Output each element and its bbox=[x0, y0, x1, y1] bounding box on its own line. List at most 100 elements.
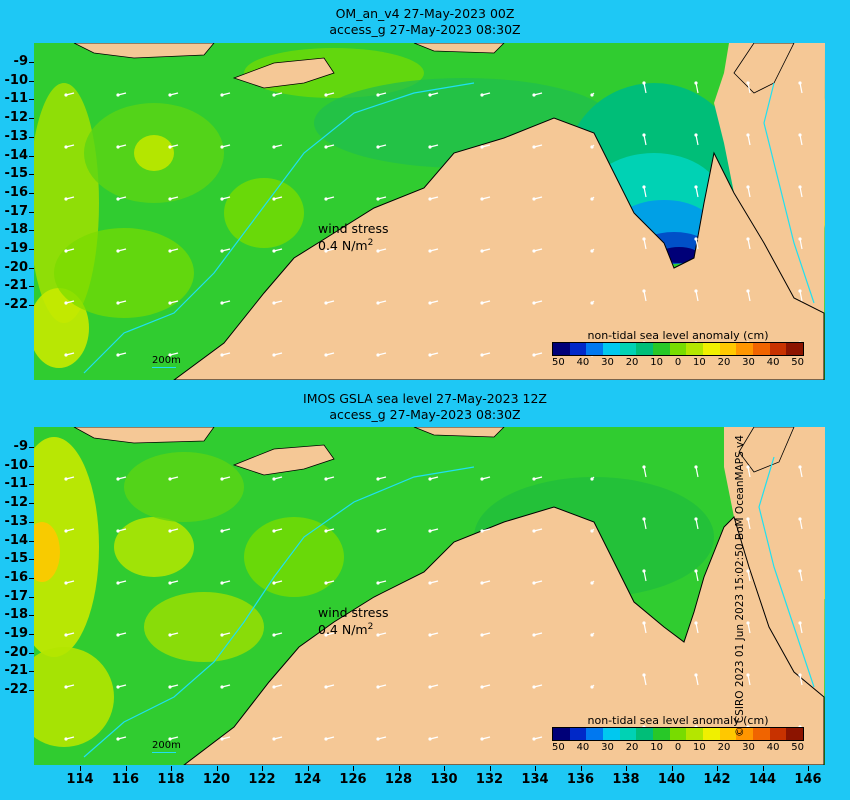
wind-stress-arrow bbox=[642, 289, 647, 302]
top-colorbar-tick-label: 10 bbox=[650, 357, 663, 368]
wind-stress-arrow bbox=[64, 684, 75, 689]
longitude-label: 124 bbox=[293, 772, 322, 787]
bottom-latitude-tick bbox=[29, 521, 34, 523]
bottom-colorbar-tick-label: 0 bbox=[674, 742, 682, 753]
wind-stress-arrow bbox=[272, 196, 283, 201]
top-latitude-label: -11 bbox=[4, 91, 29, 107]
wind-stress-arrow bbox=[746, 81, 751, 94]
wind-stress-arrow bbox=[324, 632, 335, 637]
wind-stress-arrow bbox=[116, 300, 127, 305]
top-latitude-label: -12 bbox=[4, 110, 29, 126]
wind-stress-arrow bbox=[642, 621, 647, 634]
top-colorbar-legend: non-tidal sea level anomaly (cm) 50 40 30 2… bbox=[552, 329, 804, 369]
wind-stress-arrow bbox=[64, 300, 75, 305]
wind-stress-arrow bbox=[480, 300, 491, 305]
bottom-latitude-label: -19 bbox=[4, 626, 29, 641]
wind-stress-arrow bbox=[480, 144, 491, 149]
top-latitude-label: -15 bbox=[4, 166, 29, 182]
wind-stress-arrow bbox=[64, 528, 75, 533]
top-latitude-tick bbox=[29, 286, 34, 288]
wind-stress-arrow bbox=[694, 621, 699, 634]
longitude-label: 116 bbox=[111, 772, 140, 787]
wind-stress-arrow bbox=[272, 476, 283, 481]
wind-stress-arrow bbox=[480, 248, 491, 253]
top-colorbar-swatch bbox=[703, 343, 720, 355]
bottom-colorbar-swatch bbox=[686, 728, 704, 740]
top-colorbar bbox=[552, 342, 804, 356]
wind-stress-arrow bbox=[480, 736, 491, 741]
wind-stress-arrow bbox=[64, 352, 75, 357]
wind-stress-arrow bbox=[694, 465, 699, 478]
wind-stress-arrow bbox=[64, 736, 75, 741]
bottom-latitude-label: -20 bbox=[4, 644, 29, 660]
wind-stress-arrow bbox=[642, 133, 647, 146]
top-colorbar-tick-label: 20 bbox=[625, 357, 639, 368]
wind-stress-arrow bbox=[116, 196, 127, 201]
wind-stress-arrow bbox=[590, 92, 595, 97]
wind-stress-arrow bbox=[220, 684, 231, 689]
wind-stress-arrow bbox=[532, 248, 543, 253]
bottom-latitude-tick bbox=[29, 671, 34, 673]
wind-stress-arrow bbox=[168, 684, 179, 689]
wind-stress-arrow bbox=[272, 248, 283, 253]
bottom-latitude-label: -22 bbox=[4, 682, 29, 698]
wind-stress-arrow bbox=[798, 465, 803, 478]
wind-stress-arrow bbox=[480, 476, 491, 481]
bottom-latitude-label: -17 bbox=[4, 588, 29, 604]
bottom-latitude-label: -18 bbox=[4, 607, 29, 623]
wind-stress-arrow bbox=[168, 736, 179, 741]
bottom-colorbar-tick-label: 50 bbox=[552, 742, 565, 753]
wind-stress-arrow bbox=[168, 300, 179, 305]
wind-stress-arrow bbox=[220, 528, 231, 533]
longitude-tick bbox=[489, 766, 491, 771]
bottom-wind-stress-text: wind stress bbox=[318, 605, 389, 620]
top-latitude-label: -10 bbox=[4, 72, 29, 88]
top-colorbar-tick-label: 0 bbox=[674, 357, 682, 368]
wind-stress-arrow bbox=[324, 352, 335, 357]
top-colorbar-tick-label: 30 bbox=[601, 357, 614, 368]
wind-stress-arrow bbox=[116, 528, 127, 533]
longitude-label: 138 bbox=[612, 772, 640, 787]
wind-stress-arrow bbox=[590, 196, 595, 201]
longitude-tick bbox=[626, 766, 627, 771]
wind-stress-arrow bbox=[642, 185, 647, 198]
top-colorbar-tick-label: 10 bbox=[693, 357, 706, 368]
wind-stress-arrow bbox=[376, 580, 387, 585]
wind-stress-arrow bbox=[694, 517, 699, 530]
wind-stress-arrow bbox=[272, 528, 283, 533]
wind-stress-arrow bbox=[220, 144, 231, 149]
wind-stress-arrow bbox=[324, 580, 335, 585]
wind-stress-arrow bbox=[324, 144, 335, 149]
bottom-latitude-label: -11 bbox=[4, 476, 29, 492]
wind-stress-arrow bbox=[798, 621, 803, 634]
wind-stress-arrow bbox=[64, 248, 75, 253]
top-latitude-tick bbox=[29, 192, 34, 194]
bottom-wind-stress-unit-exponent: 2 bbox=[367, 622, 374, 632]
wind-stress-arrow bbox=[590, 632, 595, 637]
bottom-colorbar-tick-label: 20 bbox=[625, 742, 639, 753]
bottom-wind-stress-label: wind stress 0.4 N/m2 bbox=[318, 606, 389, 637]
wind-stress-arrow bbox=[642, 81, 647, 94]
wind-stress-arrow bbox=[116, 144, 127, 149]
wind-stress-arrow bbox=[746, 673, 751, 686]
bottom-latitude-label: -9 bbox=[13, 439, 28, 454]
top-panel-subtitle: access_g 27-May-2023 08:30Z bbox=[329, 22, 521, 37]
wind-stress-arrow bbox=[168, 476, 179, 481]
top-latitude-label: -16 bbox=[4, 184, 29, 200]
wind-stress-arrow bbox=[694, 289, 699, 302]
longitude-tick bbox=[398, 766, 400, 771]
bottom-latitude-label: -16 bbox=[4, 569, 29, 585]
bottom-latitude-tick bbox=[29, 447, 34, 448]
bottom-latitude-tick bbox=[29, 634, 34, 635]
bottom-colorbar-tick-label: 30 bbox=[742, 742, 755, 753]
top-isobath-key: 200m bbox=[152, 355, 181, 368]
top-panel-title: OM_an_v4 27-May-2023 00Z bbox=[335, 6, 515, 21]
top-latitude-tick bbox=[29, 267, 34, 269]
bottom-colorbar-swatch bbox=[669, 728, 687, 740]
wind-stress-arrow bbox=[694, 81, 699, 94]
top-colorbar-tick-label: 40 bbox=[766, 357, 780, 368]
bottom-colorbar-tick-label: 40 bbox=[766, 742, 780, 753]
wind-stress-arrow bbox=[376, 684, 387, 689]
wind-stress-arrow bbox=[746, 185, 751, 198]
wind-stress-arrow bbox=[272, 580, 283, 585]
